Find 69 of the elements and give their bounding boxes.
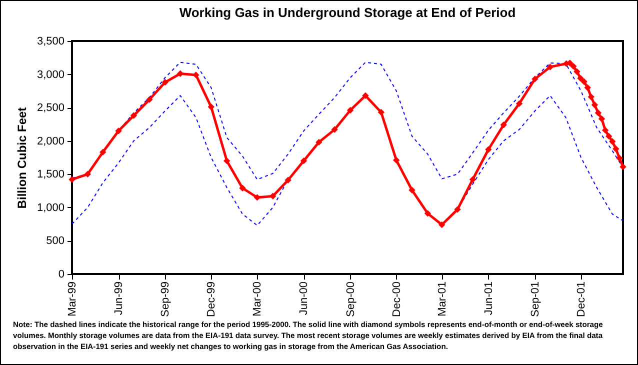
point	[84, 170, 92, 178]
point	[300, 157, 308, 164]
point	[620, 163, 626, 170]
point	[346, 106, 354, 114]
chart-title: Working Gas in Underground Storage at End of Period	[179, 5, 516, 20]
point	[546, 64, 554, 70]
point	[570, 62, 577, 70]
point	[362, 92, 369, 99]
y-tick-label: 1,500	[36, 168, 64, 181]
x-tick-label: Sep-00	[344, 282, 357, 317]
x-tick-label: Mar-00	[252, 282, 264, 316]
point	[408, 186, 416, 194]
point	[68, 176, 76, 183]
point	[574, 68, 580, 75]
point	[130, 112, 138, 119]
point	[605, 132, 612, 140]
point	[602, 126, 609, 134]
point	[469, 176, 476, 183]
x-tick-label: Dec-01	[576, 282, 588, 317]
point	[424, 210, 432, 217]
x-tick-label: Sep-99	[160, 282, 172, 317]
point	[223, 157, 230, 164]
x-tick-label: Jun-99	[113, 282, 126, 316]
x-tick-label: Dec-00	[390, 282, 403, 317]
x-tick-label: Mar-01	[436, 282, 448, 316]
point	[392, 156, 400, 164]
x-tick-label: Jun-01	[482, 282, 495, 316]
point	[588, 94, 594, 100]
point	[284, 176, 292, 184]
point	[454, 206, 461, 213]
point	[532, 76, 538, 82]
point	[598, 116, 606, 122]
x-tick-label: Sep-01	[529, 282, 542, 317]
y-tick-label: 0	[58, 268, 64, 280]
point	[566, 60, 574, 66]
point	[616, 154, 623, 162]
point	[438, 221, 446, 228]
point	[516, 100, 523, 107]
x-tick-label: Dec-99	[206, 282, 218, 317]
y-tick-label: 2,500	[36, 102, 64, 114]
point	[270, 192, 276, 200]
y-axis-title: Billion Cubic Feet	[14, 107, 29, 209]
point	[612, 145, 620, 152]
y-tick-label: 3,000	[36, 68, 64, 81]
point	[591, 102, 598, 108]
point	[584, 84, 591, 91]
point	[577, 74, 584, 82]
point	[192, 72, 200, 78]
point	[378, 108, 384, 116]
y-tick-label: 2,000	[36, 135, 64, 148]
point	[609, 138, 616, 145]
point	[115, 128, 122, 134]
point	[316, 138, 322, 146]
point	[146, 96, 153, 103]
point	[500, 122, 507, 128]
x-tick-label: Jun-00	[298, 282, 310, 316]
point	[162, 78, 168, 86]
point	[176, 70, 184, 77]
point	[239, 184, 246, 192]
point	[485, 146, 492, 153]
x-tick-label: Mar-99	[66, 282, 78, 316]
y-tick-label: 1,000	[36, 202, 64, 214]
point	[100, 148, 106, 156]
point	[208, 104, 214, 110]
y-tick-label: 3,500	[36, 36, 64, 48]
point	[594, 110, 602, 116]
point	[331, 126, 338, 133]
y-tick-label: 500	[46, 235, 64, 248]
point	[580, 78, 588, 85]
